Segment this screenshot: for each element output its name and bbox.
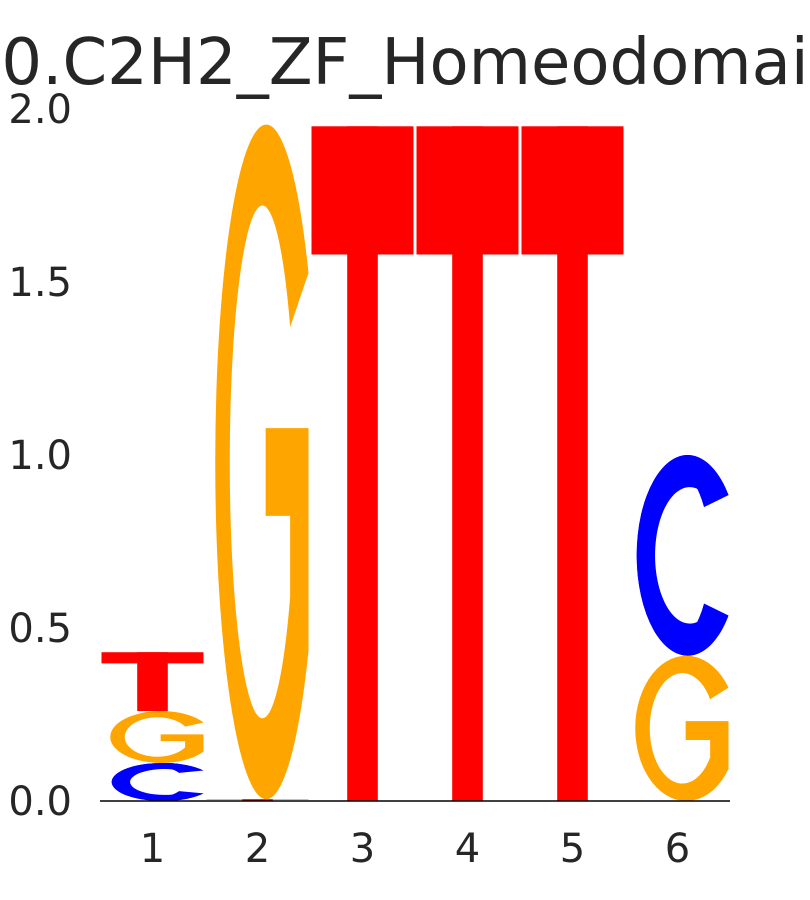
chart-title: 0.C2H2_ZF_Homeodomai: [1, 26, 808, 100]
x-axis: 1 2 3 4 5 6: [140, 826, 690, 872]
logo-position-5: [521, 126, 624, 802]
letter-G: [215, 124, 309, 800]
letter-T: [206, 799, 309, 801]
x-tick-label: 2: [245, 826, 270, 872]
logo-position-2: [206, 124, 309, 801]
x-tick-label: 5: [560, 826, 585, 872]
letter-G: [635, 655, 729, 801]
x-tick-label: 3: [350, 826, 375, 872]
letter-T: [521, 126, 624, 802]
letter-T: [101, 652, 204, 712]
x-tick-label: 4: [455, 826, 480, 872]
y-tick-label: 0.0: [8, 779, 72, 825]
letter-C: [636, 455, 729, 656]
plot-area: [101, 124, 729, 802]
y-tick-label: 1.0: [8, 433, 72, 479]
logo-position-6: [635, 455, 729, 801]
letter-T: [416, 126, 519, 802]
y-tick-label: 1.5: [8, 260, 72, 306]
y-axis: 0.0 0.5 1.0 1.5 2.0: [8, 87, 72, 825]
logo-position-1: [101, 652, 204, 801]
letter-C: [111, 762, 204, 801]
x-tick-label: 6: [665, 826, 690, 872]
letter-T: [311, 126, 414, 802]
logo-position-3: [311, 126, 414, 802]
x-tick-label: 1: [140, 826, 165, 872]
y-tick-label: 0.5: [8, 606, 72, 652]
letter-G: [110, 711, 204, 763]
logo-position-4: [416, 126, 519, 802]
y-tick-label: 2.0: [8, 87, 72, 133]
